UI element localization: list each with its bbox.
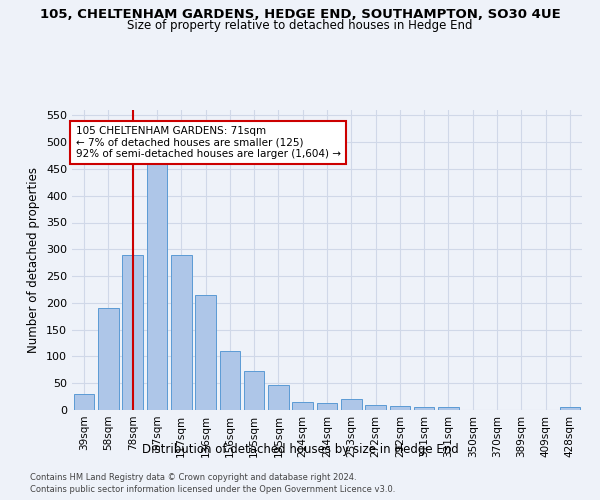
Bar xyxy=(389,406,410,410)
Text: Contains HM Land Registry data © Crown copyright and database right 2024.: Contains HM Land Registry data © Crown c… xyxy=(30,472,356,482)
Bar xyxy=(438,408,459,410)
Bar xyxy=(341,400,362,410)
Bar xyxy=(195,295,216,410)
Bar xyxy=(365,404,386,410)
Text: 105 CHELTENHAM GARDENS: 71sqm
← 7% of detached houses are smaller (125)
92% of s: 105 CHELTENHAM GARDENS: 71sqm ← 7% of de… xyxy=(76,126,341,160)
Bar xyxy=(560,408,580,410)
Bar xyxy=(74,394,94,410)
Bar xyxy=(244,371,265,410)
Text: Contains public sector information licensed under the Open Government Licence v3: Contains public sector information licen… xyxy=(30,485,395,494)
Bar xyxy=(122,254,143,410)
Text: Distribution of detached houses by size in Hedge End: Distribution of detached houses by size … xyxy=(142,442,458,456)
Bar xyxy=(414,408,434,410)
Bar xyxy=(268,385,289,410)
Text: Size of property relative to detached houses in Hedge End: Size of property relative to detached ho… xyxy=(127,18,473,32)
Bar xyxy=(292,402,313,410)
Bar xyxy=(171,254,191,410)
Text: 105, CHELTENHAM GARDENS, HEDGE END, SOUTHAMPTON, SO30 4UE: 105, CHELTENHAM GARDENS, HEDGE END, SOUT… xyxy=(40,8,560,20)
Y-axis label: Number of detached properties: Number of detached properties xyxy=(28,167,40,353)
Bar xyxy=(98,308,119,410)
Bar xyxy=(317,403,337,410)
Bar xyxy=(146,164,167,410)
Bar xyxy=(220,351,240,410)
